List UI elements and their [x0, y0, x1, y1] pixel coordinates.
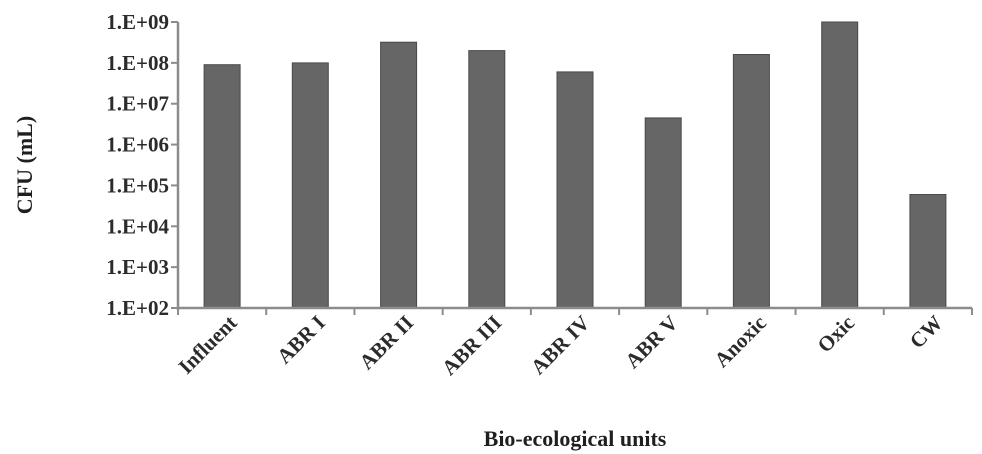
- bar-abr-iv: [556, 71, 594, 309]
- x-tick-label: ABR V: [620, 311, 682, 373]
- y-tick-label: 1.E+03: [106, 255, 169, 279]
- bars-layer: [203, 21, 947, 309]
- y-tick-label: 1.E+08: [106, 51, 169, 75]
- bar-oxic: [821, 21, 859, 309]
- bar-abr-v: [644, 117, 682, 309]
- axes-layer: [171, 21, 973, 315]
- bar-influent: [203, 64, 241, 309]
- x-tick-label: ABR III: [437, 311, 506, 380]
- y-axis-title: CFU (mL): [12, 116, 37, 214]
- x-tick-label: ABR I: [272, 311, 330, 369]
- y-tick-label: 1.E+05: [106, 173, 169, 197]
- x-axis-title: Bio-ecological units: [484, 426, 667, 451]
- y-tick-label: 1.E+02: [106, 296, 169, 320]
- bar-abr-i: [291, 62, 329, 309]
- x-tick-label: ABR II: [354, 311, 418, 375]
- x-tick-label: Anoxic: [709, 311, 771, 373]
- y-tick-label: 1.E+06: [106, 133, 169, 157]
- x-tick-label: Influent: [174, 311, 242, 379]
- y-tick-label: 1.E+09: [106, 10, 169, 34]
- x-tick-label: CW: [905, 311, 948, 354]
- bar-abr-iii: [468, 50, 506, 309]
- bar-abr-ii: [380, 41, 418, 309]
- bar-anoxic: [732, 54, 770, 309]
- y-tick-label: 1.E+04: [106, 214, 169, 238]
- x-tick-label: ABR IV: [526, 311, 595, 380]
- y-tick-label: 1.E+07: [106, 92, 169, 116]
- bar-cw: [909, 194, 947, 309]
- x-tick-label: Oxic: [813, 311, 860, 358]
